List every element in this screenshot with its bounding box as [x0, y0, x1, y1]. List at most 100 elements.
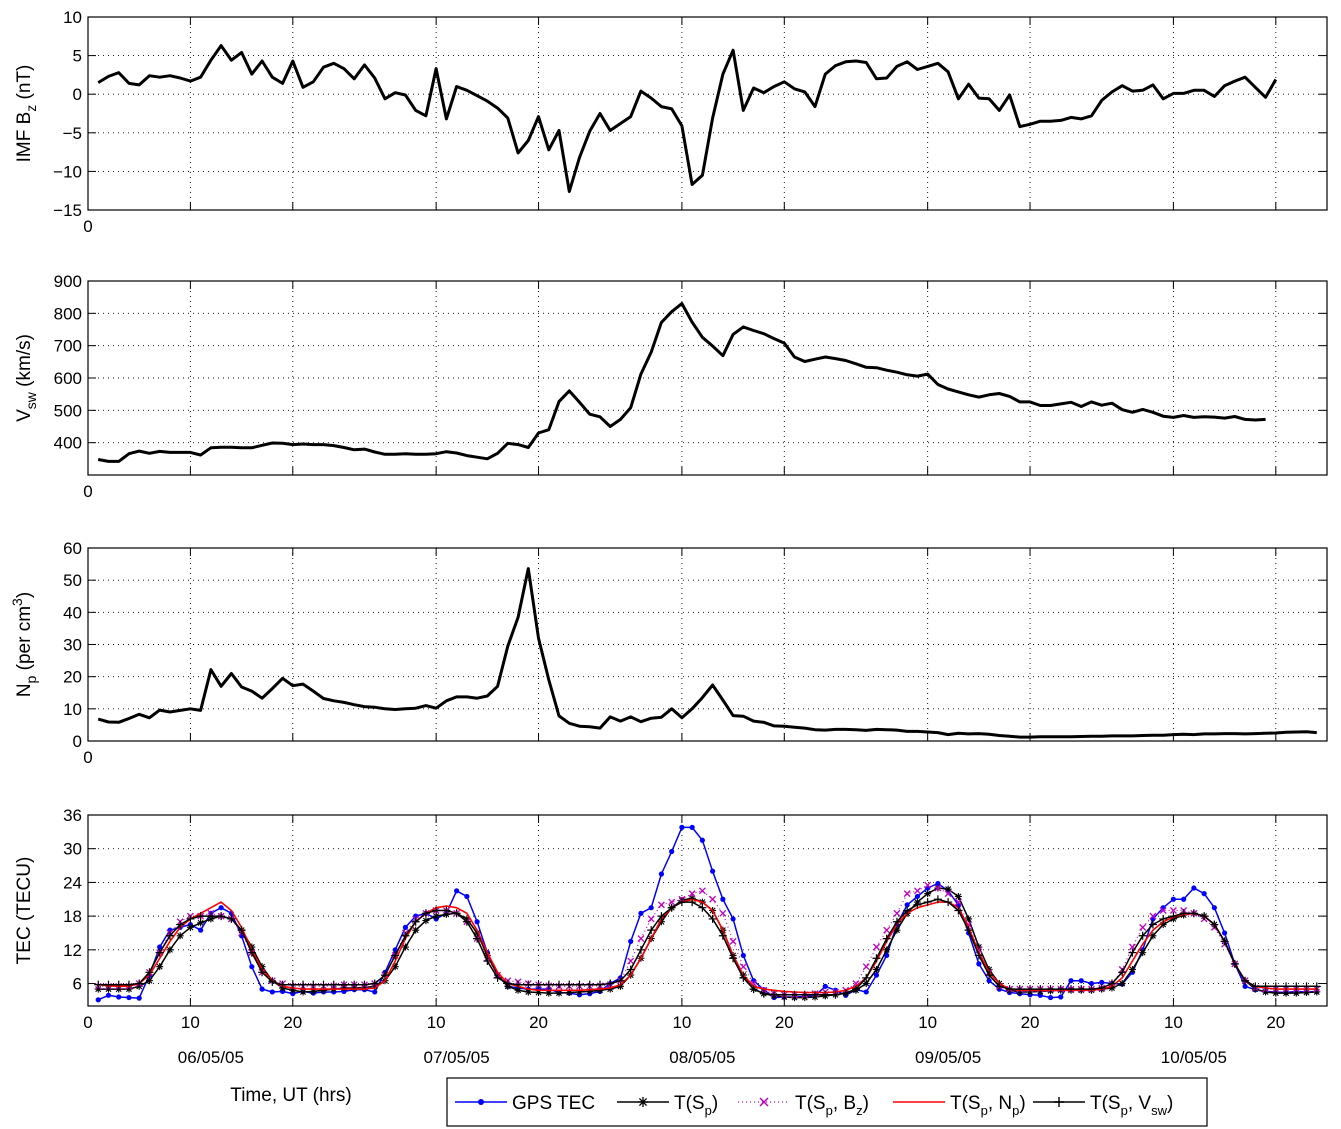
- data-point: [883, 946, 891, 954]
- data-point: [186, 923, 194, 931]
- x-tick-label: 20: [529, 1013, 548, 1032]
- data-point: [688, 890, 696, 898]
- data-point: [985, 965, 993, 973]
- data-point: [872, 954, 881, 963]
- data-point: [1292, 989, 1300, 997]
- data-point: [339, 980, 348, 989]
- y-tick-label: 0: [73, 732, 82, 751]
- data-point: [740, 952, 746, 959]
- data-point: [1128, 965, 1136, 973]
- series-line: [97, 567, 1317, 739]
- data-point: [545, 989, 553, 997]
- data-point: [595, 980, 604, 989]
- data-point: [1261, 982, 1270, 991]
- data-point: [237, 926, 246, 935]
- data-point: [534, 980, 543, 989]
- data-point: [851, 985, 860, 994]
- data-point: [320, 986, 328, 994]
- data-point: [259, 986, 265, 992]
- series-0: [97, 44, 1278, 193]
- data-point: [165, 931, 174, 940]
- data-point: [1107, 979, 1116, 988]
- x-tick-label: 0: [83, 748, 92, 767]
- data-point: [677, 898, 686, 907]
- data-point: [1078, 978, 1084, 984]
- data-point: [95, 997, 101, 1003]
- data-point: [1097, 984, 1106, 993]
- data-point: [269, 989, 275, 995]
- data-point: [249, 964, 255, 970]
- data-point: [452, 909, 461, 918]
- data-point: [1138, 931, 1147, 940]
- data-point: [729, 937, 737, 945]
- data-point: [156, 963, 164, 971]
- data-point: [524, 988, 532, 996]
- data-point: [679, 824, 685, 830]
- data-point: [124, 980, 133, 989]
- data-point: [1128, 948, 1137, 957]
- data-point: [647, 915, 655, 923]
- data-point: [360, 980, 369, 989]
- data-point: [669, 848, 675, 855]
- data-point: [935, 880, 941, 887]
- series-line: [98, 898, 1317, 996]
- data-point: [422, 917, 430, 925]
- data-point: [596, 986, 604, 994]
- data-point: [606, 985, 614, 993]
- data-point: [1242, 983, 1248, 989]
- data-point: [198, 927, 204, 933]
- legend-label: T(Sp, Np): [950, 1093, 1026, 1118]
- data-point: [288, 980, 297, 989]
- data-point: [1108, 984, 1116, 992]
- data-point: [658, 871, 665, 877]
- data-point: [1262, 988, 1270, 996]
- data-point: [432, 912, 440, 920]
- data-point: [831, 990, 840, 999]
- data-point: [1220, 937, 1229, 946]
- data-point: [811, 990, 820, 999]
- data-point: [1292, 982, 1301, 991]
- data-point: [688, 898, 697, 907]
- series-2: [94, 881, 1321, 999]
- data-point: [1056, 985, 1065, 994]
- data-point: [524, 980, 533, 989]
- data-point: [1312, 982, 1321, 991]
- data-point: [913, 887, 921, 895]
- data-point: [1302, 982, 1311, 991]
- data-point: [606, 979, 615, 988]
- legend-marker: [478, 1099, 484, 1105]
- y-axis-label: IMF Bz (nT): [14, 65, 39, 163]
- data-point: [730, 916, 736, 922]
- data-point: [1026, 985, 1035, 994]
- data-point: [401, 931, 410, 940]
- data-point: [975, 943, 983, 951]
- data-point: [986, 978, 992, 984]
- data-point: [247, 948, 256, 957]
- data-point: [884, 952, 890, 959]
- legend-entry: T(Sp, Bz): [738, 1093, 869, 1118]
- data-point: [985, 971, 994, 980]
- y-tick-label: 800: [54, 304, 82, 323]
- data-point: [565, 980, 574, 989]
- data-point: [1271, 982, 1280, 991]
- x-tick-label: 0: [83, 1013, 92, 1032]
- data-point: [402, 924, 409, 930]
- data-point: [1077, 985, 1086, 994]
- data-point: [555, 980, 564, 989]
- y-tick-label: 60: [63, 539, 82, 558]
- data-point: [585, 980, 594, 989]
- data-point: [862, 980, 870, 988]
- x-axis-label: Time, UT (hrs): [230, 1085, 351, 1106]
- data-point: [862, 973, 871, 982]
- data-point: [289, 986, 297, 994]
- data-point: [965, 915, 973, 923]
- data-point: [145, 968, 154, 977]
- data-point: [299, 988, 307, 996]
- data-point: [104, 985, 112, 993]
- data-point: [565, 989, 573, 997]
- data-point: [647, 926, 656, 935]
- data-point: [1189, 909, 1198, 918]
- data-point: [729, 954, 738, 963]
- legend-entry: T(Sp): [617, 1093, 718, 1118]
- data-point: [227, 914, 236, 923]
